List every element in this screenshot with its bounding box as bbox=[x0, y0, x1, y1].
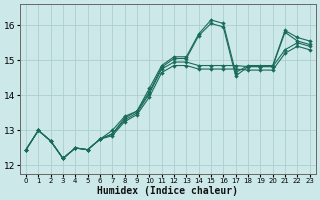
X-axis label: Humidex (Indice chaleur): Humidex (Indice chaleur) bbox=[97, 186, 238, 196]
